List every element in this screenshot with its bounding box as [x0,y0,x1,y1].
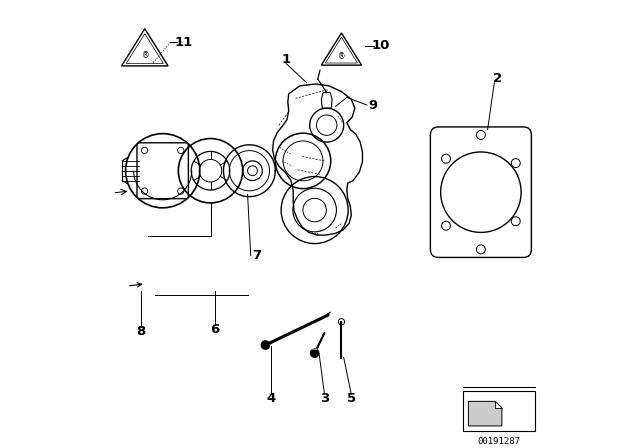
Circle shape [261,340,270,349]
Circle shape [310,349,319,358]
Bar [463,391,534,431]
Text: 7: 7 [252,249,261,262]
Text: 9: 9 [368,99,378,112]
Text: 11: 11 [175,36,193,49]
Text: 4: 4 [266,392,275,405]
Text: 1: 1 [282,53,291,66]
Text: $\circledR$: $\circledR$ [337,50,346,61]
Text: 10: 10 [371,39,390,52]
Text: 2: 2 [493,72,502,85]
Text: 5: 5 [347,392,356,405]
Text: $\circledR$: $\circledR$ [141,49,149,60]
Text: 8: 8 [136,325,146,338]
Polygon shape [468,401,502,426]
Text: 6: 6 [211,323,220,336]
Text: 3: 3 [320,392,329,405]
Text: 00191287: 00191287 [477,437,520,446]
Polygon shape [495,401,502,409]
